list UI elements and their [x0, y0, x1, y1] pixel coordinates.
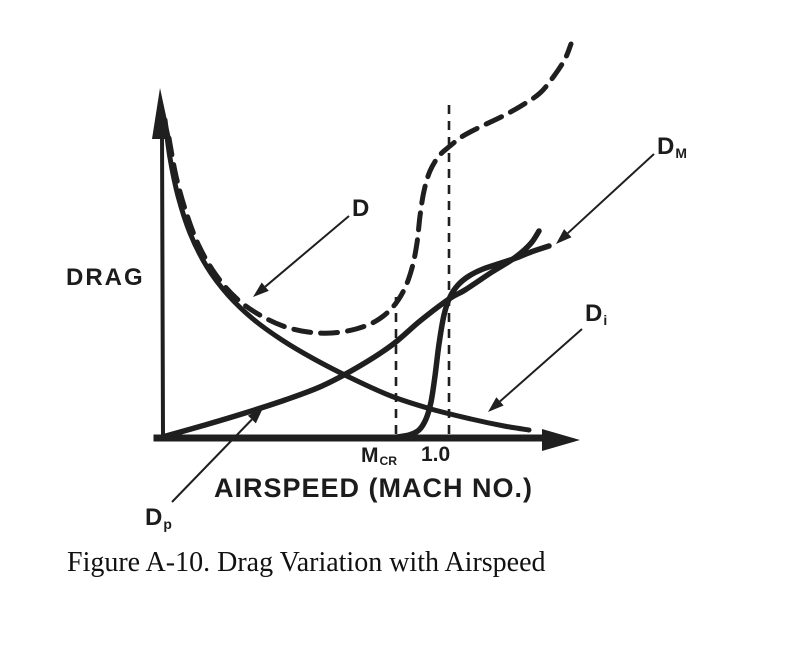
curve-label-parasite-sub: p — [163, 515, 172, 532]
curve-label-total-main: D — [352, 195, 370, 222]
pointer-line-induced-drag-Di — [499, 328, 583, 403]
curve-label-total-drag: D — [352, 197, 369, 221]
curve-parasite-drag-Dp — [163, 228, 542, 439]
curve-label-mach-sub: M — [675, 144, 687, 161]
curve-label-induced-main: D — [585, 300, 603, 327]
pointer-line-parasite-drag-Dp — [171, 418, 253, 503]
pointer-line-mach-drag-DM — [567, 153, 655, 234]
y-axis-arrowhead-icon — [152, 88, 171, 139]
curve-mach-drag-DM — [394, 243, 552, 440]
x-tick-sonic: 1.0 — [421, 443, 451, 466]
pointer-arrowhead-icon-total-drag-D — [253, 282, 269, 297]
pointer-arrowhead-icon-mach-drag-DM — [556, 229, 572, 244]
figure-caption: Figure A-10. Drag Variation with Airspee… — [67, 547, 546, 578]
curve-label-induced-drag: Di — [585, 302, 607, 328]
curve-label-mach-main: D — [657, 133, 675, 160]
curve-label-parasite-drag: Dp — [145, 506, 172, 532]
curve-label-parasite-main: D — [145, 504, 163, 531]
curve-label-induced-sub: i — [603, 311, 608, 328]
y-axis-line — [159, 127, 166, 442]
x-tick-mcr: MCR — [361, 445, 397, 468]
curve-induced-drag-Di — [162, 117, 532, 433]
x-tick-mcr-sub: CR — [379, 454, 398, 469]
curve-label-mach-drag: DM — [657, 135, 687, 161]
pointer-arrowhead-icon-induced-drag-Di — [488, 397, 504, 412]
pointer-arrowhead-icon-parasite-drag-Dp — [247, 408, 263, 424]
curve-total-drag-D — [166, 41, 574, 336]
x-axis-arrowhead-icon — [542, 429, 580, 451]
y-axis-label: DRAG — [66, 264, 145, 291]
pointer-line-total-drag-D — [264, 215, 350, 288]
x-axis-label: AIRSPEED (MACH NO.) — [214, 473, 534, 503]
x-tick-mcr-main: M — [361, 444, 379, 467]
